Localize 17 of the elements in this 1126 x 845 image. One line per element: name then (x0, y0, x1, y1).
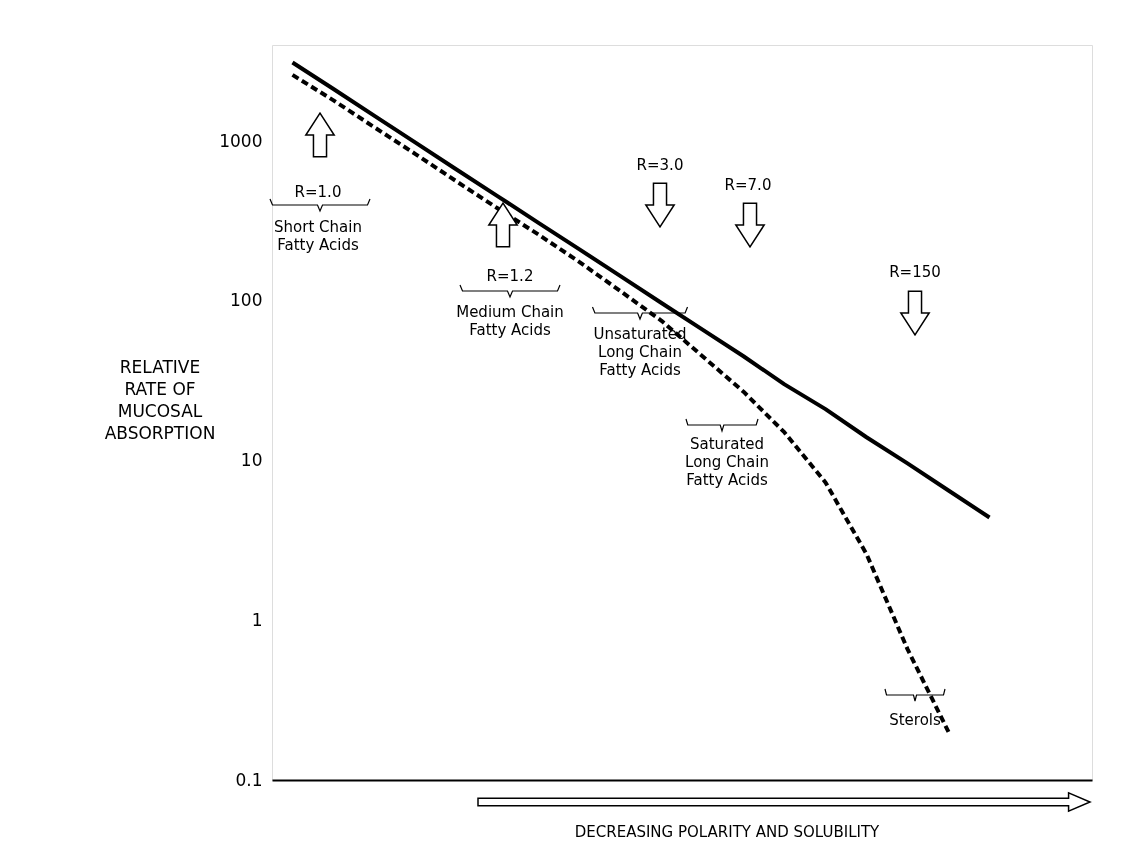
annotation: Saturated Long Chain Fatty Acids (685, 435, 769, 489)
annotation: R=3.0 (636, 156, 684, 174)
y-tick-label: 10 (240, 450, 263, 471)
annotation: R=1.0 (294, 183, 342, 201)
y-tick-label: 0.1 (235, 769, 263, 790)
y-tick-label: 1000 (219, 130, 263, 151)
y-tick-label: 100 (230, 290, 263, 311)
annotation: Medium Chain Fatty Acids (456, 303, 564, 339)
y-tick-label: 1 (251, 609, 263, 630)
x-axis-title: DECREASING POLARITY AND SOLUBILITY (574, 823, 881, 841)
annotation: R=150 (889, 263, 941, 281)
annotation: Short Chain Fatty Acids (274, 218, 362, 254)
annotation: R=7.0 (724, 176, 772, 194)
annotation: R=1.2 (486, 267, 534, 285)
y-axis-title: RELATIVE RATE OF MUCOSAL ABSORPTION (104, 357, 216, 443)
annotation: Sterols (889, 711, 941, 729)
annotation: Unsaturated Long Chain Fatty Acids (593, 325, 687, 379)
